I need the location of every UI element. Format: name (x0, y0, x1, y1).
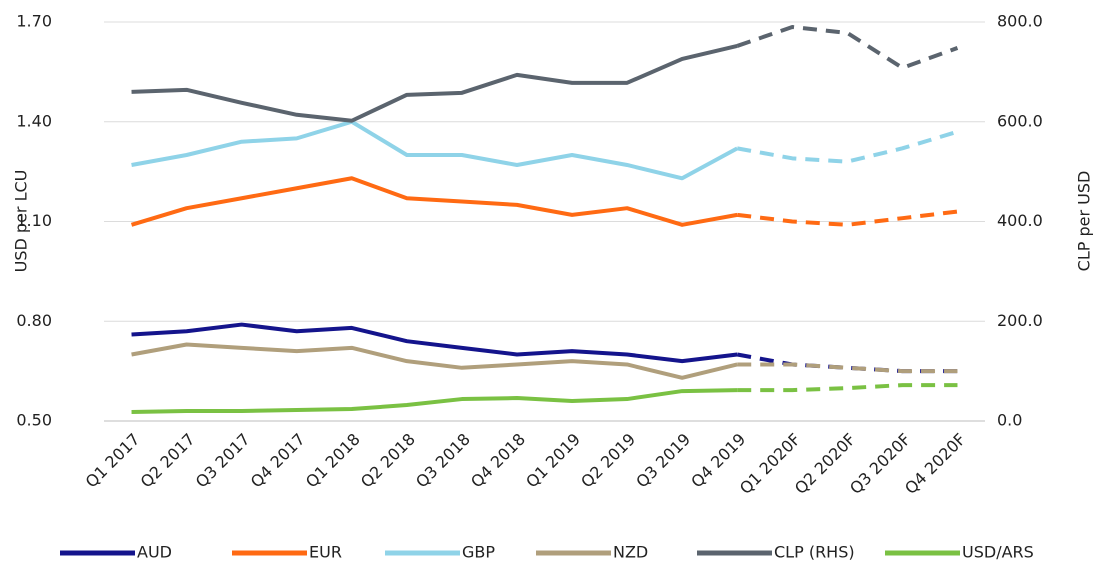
forecast-line (736, 209, 958, 227)
y2-tick-label: 200.0 (997, 311, 1043, 330)
forecast-line (736, 352, 958, 374)
y-tick-label: 0.80 (16, 311, 52, 330)
y-tick-label: 0.50 (16, 411, 52, 430)
forecast-line (737, 362, 958, 374)
legend-label: EUR (309, 543, 342, 562)
legend-label: GBP (462, 543, 495, 562)
y2-axis-title: CLP per USD (1075, 171, 1094, 272)
x-tick-label: Q4 2020F (901, 430, 969, 498)
series-line (131, 342, 738, 380)
y2-tick-label: 800.0 (997, 12, 1043, 31)
x-tick-label: Q4 2017 (247, 430, 309, 492)
forecast-line (737, 383, 958, 393)
series-line (131, 43, 738, 123)
legend-label: NZD (613, 543, 648, 562)
series-line (131, 322, 738, 364)
x-tick-label: Q4 2018 (467, 430, 529, 492)
x-tick-label: Q2 2017 (137, 430, 199, 492)
x-tick-label: Q2 2018 (357, 430, 419, 492)
y-tick-label: 1.40 (16, 111, 52, 130)
x-tick-label: Q3 2017 (192, 430, 254, 492)
x-tick-label: Q3 2019 (632, 430, 694, 492)
y2-tick-label: 600.0 (997, 111, 1043, 130)
legend-label: CLP (RHS) (774, 543, 855, 562)
x-tick-label: Q2 2019 (577, 430, 639, 492)
x-tick-label: Q1 2019 (522, 430, 584, 492)
x-tick-label: Q1 2017 (82, 430, 144, 492)
y2-tick-label: 400.0 (997, 211, 1043, 230)
x-tick-label: Q1 2018 (302, 430, 364, 492)
x-tick-label: Q3 2018 (412, 430, 474, 492)
series-line (131, 119, 739, 181)
forecast-line (736, 24, 959, 70)
y-tick-label: 1.70 (16, 12, 52, 31)
series-line (130, 176, 738, 227)
y2-tick-label: 0.0 (997, 411, 1022, 430)
forecast-line (736, 129, 959, 164)
y-axis-title: USD per LCU (12, 170, 31, 273)
y-tick-label: 1.10 (16, 211, 52, 230)
legend-label: AUD (137, 543, 172, 562)
legend-label: USD/ARS (962, 543, 1034, 562)
series-line (131, 388, 738, 415)
